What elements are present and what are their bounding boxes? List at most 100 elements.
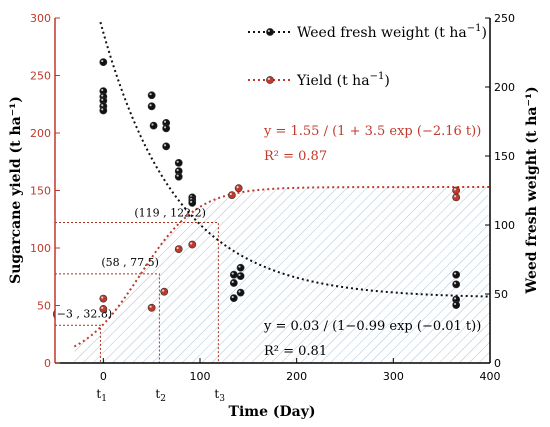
weed-point [229,279,238,287]
marker-body [234,184,243,193]
x-tick-label: 300 [383,370,404,383]
marker-highlight [151,123,154,126]
weed-point [452,270,461,279]
x-tick-label: 200 [286,370,307,383]
weed-point [174,158,183,167]
weed-point [99,87,108,96]
right-tick-label: 250 [494,12,515,25]
weed-point [99,58,108,67]
critical-point-guide [55,221,219,363]
marker-highlight [149,305,152,308]
marker-body [99,106,108,115]
marker-highlight [101,59,104,63]
weed-point [188,199,197,207]
weed-point [149,121,158,130]
marker-body [99,58,108,67]
t-label-subscript: 1 [101,394,107,404]
critical-point-label: (−3 , 32.8) [52,307,112,320]
legend-superscript: −1 [370,71,385,82]
left-tick-label: 300 [30,12,51,25]
right-tick-label: 0 [494,357,501,370]
marker-body [147,102,156,111]
left-axis-title: Sugarcane yield (t ha⁻¹) [8,96,24,284]
yield-point [160,287,169,296]
marker-body [229,270,238,279]
marker-body [452,186,461,195]
marker-highlight [176,246,179,250]
legend-close: ) [482,25,487,41]
left-tick-label: 150 [30,185,51,198]
weed-point [236,263,245,272]
right-axis-title: Weed fresh weight (t ha⁻¹) [524,86,540,294]
marker-highlight [163,120,167,123]
yield-point [452,193,461,202]
right-tick-label: 50 [494,288,508,301]
t-label-subscript: 3 [219,394,225,404]
weed-point [162,118,171,127]
marker-highlight [236,186,239,189]
marker-body [174,245,183,254]
marker-highlight [453,272,457,275]
legend-label: Weed fresh weight (t ha−1) [297,23,487,41]
t-label-subscript: 2 [160,394,166,404]
marker-highlight [229,192,232,196]
marker-highlight [101,88,104,92]
marker-body [162,124,171,133]
x-tick-label: 400 [480,370,501,383]
weed-equation: y = 0.03 / (1−0.99 exp (−0.01 t)) [263,319,481,334]
marker-highlight [238,265,241,268]
critical-point-guide [55,273,160,363]
yield-point [147,303,156,312]
yield-point [452,186,461,195]
critical-point-guide [55,324,101,363]
marker-body [147,303,156,312]
weed-r2: R² = 0.81 [264,344,327,359]
yield-point [188,240,197,249]
yield-equation: y = 1.55 / (1 + 3.5 exp (−2.16 t)) [263,124,481,139]
weed-point [229,270,238,279]
marker-body [452,301,461,309]
t-label: t3 [214,387,225,404]
marker-highlight [101,98,104,101]
weed-point [162,124,171,133]
marker-highlight [101,94,104,97]
marker-highlight [190,242,193,245]
marker-highlight [162,289,165,292]
marker-body [174,172,183,181]
marker-body [99,294,108,303]
t-label: t1 [96,387,107,404]
marker-highlight [231,280,234,283]
yield-point [174,245,183,254]
marker-body [162,142,171,151]
marker-body [452,270,461,279]
marker-highlight [163,126,167,129]
marker-highlight [101,104,104,107]
yield-r2: R² = 0.87 [264,149,327,164]
marker-highlight [267,29,270,32]
weed-point [147,91,156,100]
data-points [99,58,461,313]
marker-highlight [190,200,193,203]
left-tick-label: 0 [44,357,51,370]
marker-body [160,287,169,296]
right-tick-label: 100 [494,219,515,232]
hatched-area [74,187,490,363]
legend-close: ) [384,73,389,89]
weed-point [147,102,156,111]
marker-highlight [231,295,234,299]
legend: Weed fresh weight (t ha−1) Yield (t ha−1) [248,23,487,89]
weed-point [162,142,171,151]
marker-body [266,28,274,36]
hatch-region [74,187,490,363]
weed-point [452,301,461,309]
critical-point-label: (119 , 122.2) [134,206,206,219]
marker-highlight [176,160,179,163]
marker-highlight [101,306,104,309]
marker-highlight [149,93,152,96]
marker-highlight [176,174,179,177]
marker-highlight [453,297,457,300]
marker-highlight [101,108,104,111]
marker-body [147,91,156,100]
marker-highlight [101,296,104,299]
